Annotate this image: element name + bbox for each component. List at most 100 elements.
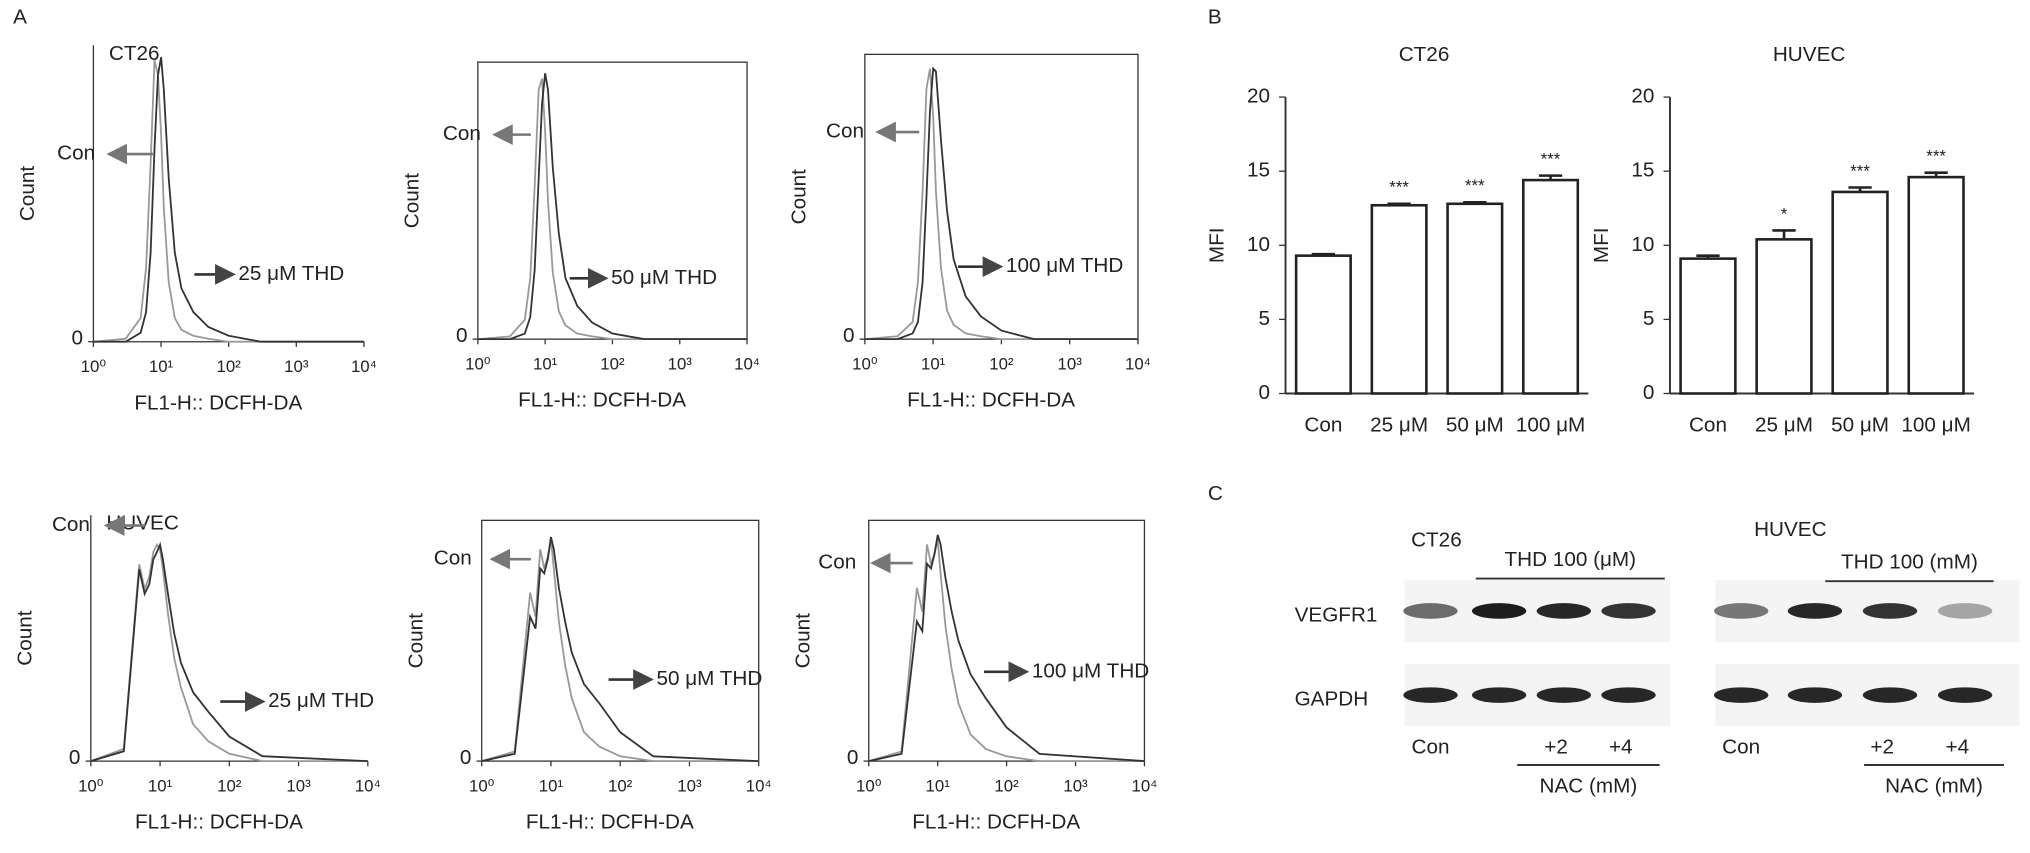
- footer-label: NAC (mM): [1885, 774, 1983, 797]
- annotation: 25 μM THD: [268, 689, 374, 712]
- treatment-label: THD 100 (mM): [1841, 551, 1978, 574]
- x-tick-label: 10¹: [926, 776, 951, 795]
- blot-band: [1403, 603, 1458, 619]
- significance: ***: [1389, 178, 1409, 197]
- y-tick-label: 0: [69, 746, 81, 769]
- x-axis-label: FL1-H:: DCFH-DA: [134, 391, 302, 414]
- histogram-line: [477, 73, 748, 341]
- histogram-line: [481, 536, 759, 763]
- x-tick-label: 10³: [284, 357, 309, 376]
- bar: [1521, 178, 1580, 395]
- histogram-line: [868, 534, 1145, 763]
- x-tick-label: 10²: [608, 776, 633, 795]
- y-tick-label: 0: [1643, 381, 1655, 404]
- x-tick-label: Con: [1304, 413, 1342, 436]
- bar: [1679, 257, 1737, 395]
- histogram-line: [93, 59, 364, 343]
- histogram-line: [93, 57, 364, 343]
- y-tick-label: 5: [1643, 307, 1655, 330]
- bar: [1294, 254, 1352, 395]
- significance: ***: [1465, 176, 1485, 195]
- chart-title: HUVEC: [106, 512, 179, 535]
- y-axis-label: Count: [791, 613, 814, 668]
- error-bar: [1848, 186, 1872, 192]
- y-axis-label: Count: [401, 173, 424, 228]
- blot-row-label: GAPDH: [1295, 688, 1369, 711]
- x-tick-label: 10⁴: [355, 776, 381, 795]
- panel-label: A: [13, 6, 27, 29]
- blot-band: [1713, 603, 1769, 619]
- significance: ***: [1850, 161, 1870, 180]
- blot-band: [1862, 687, 1918, 703]
- annotation: 50 μM THD: [656, 667, 762, 690]
- significance: *: [1781, 204, 1788, 223]
- x-tick-label: 10¹: [539, 776, 564, 795]
- x-tick-label: 10²: [217, 776, 242, 795]
- plot-frame: [864, 53, 1139, 340]
- blot-band: [1937, 687, 1993, 703]
- footer-label: NAC (mM): [1540, 774, 1638, 797]
- y-tick-label: 20: [1631, 85, 1654, 108]
- lane-label: +2: [1870, 736, 1894, 759]
- blot-band: [1937, 603, 1993, 619]
- blot-band: [1787, 687, 1843, 703]
- bar: [1370, 203, 1428, 395]
- x-tick-label: 10⁰: [852, 354, 878, 373]
- error-bar: [1311, 252, 1336, 256]
- histogram-line: [90, 542, 368, 763]
- histogram-line: [868, 539, 1145, 763]
- y-axis-label: Count: [14, 610, 37, 665]
- error-bar: [1696, 254, 1720, 259]
- blot-band: [1713, 687, 1769, 703]
- x-axis-label: FL1-H:: DCFH-DA: [907, 389, 1075, 412]
- x-tick-label: 100 μM: [1901, 413, 1970, 436]
- y-tick-label: 20: [1247, 85, 1270, 108]
- y-axis-label: Count: [16, 166, 39, 221]
- treatment-label: THD 100 (μM): [1505, 548, 1637, 571]
- blot-band: [1862, 603, 1918, 619]
- significance: ***: [1541, 150, 1561, 169]
- y-tick-label: 0: [843, 324, 855, 347]
- x-tick-label: 10¹: [533, 354, 558, 373]
- x-axis-label: FL1-H:: DCFH-DA: [135, 811, 303, 834]
- bar: [1446, 202, 1504, 395]
- x-tick-label: 10⁰: [856, 776, 882, 795]
- annotation: Con: [818, 551, 856, 574]
- annotation: Con: [52, 513, 90, 536]
- y-tick-label: 0: [460, 746, 472, 769]
- y-axis-label: MFI: [1590, 227, 1613, 263]
- annotation: 100 μM THD: [1032, 659, 1149, 682]
- histogram-line: [864, 66, 1138, 341]
- plot-frame: [481, 519, 760, 762]
- x-tick-label: 50 μM: [1831, 413, 1889, 436]
- x-tick-label: 10⁴: [734, 354, 760, 373]
- x-axis-label: FL1-H:: DCFH-DA: [912, 811, 1080, 834]
- error-bar: [1463, 201, 1487, 204]
- blot-band: [1403, 687, 1458, 703]
- plot-frame: [868, 519, 1146, 762]
- y-axis-label: MFI: [1206, 227, 1229, 263]
- x-tick-label: 25 μM: [1755, 413, 1813, 436]
- y-tick-label: 15: [1631, 159, 1654, 182]
- y-axis-label: Count: [404, 613, 427, 668]
- x-tick-label: 10¹: [149, 357, 174, 376]
- blot-row-label: VEGFR1: [1295, 604, 1378, 627]
- x-axis-label: FL1-H:: DCFH-DA: [518, 389, 686, 412]
- x-tick-label: 10¹: [148, 776, 173, 795]
- lane-label: Con: [1722, 736, 1760, 759]
- x-tick-label: 10²: [217, 357, 242, 376]
- x-tick-label: 10³: [1063, 776, 1088, 795]
- panel-label: C: [1208, 482, 1223, 505]
- error-bar: [1772, 229, 1796, 240]
- x-tick-label: 10⁰: [78, 776, 104, 795]
- annotation: Con: [57, 142, 95, 165]
- blot-cell-label: CT26: [1411, 529, 1462, 552]
- x-tick-label: 10⁰: [81, 357, 107, 376]
- lane-label: +4: [1609, 736, 1633, 759]
- blot-band: [1536, 603, 1592, 619]
- error-bar: [1538, 174, 1563, 181]
- y-tick-label: 0: [456, 324, 468, 347]
- blot-band: [1471, 603, 1527, 619]
- panel-label: B: [1208, 6, 1222, 29]
